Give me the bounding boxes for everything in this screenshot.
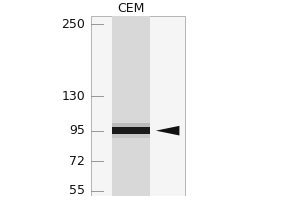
Bar — [91, 16, 185, 196]
Bar — [112, 16, 150, 196]
Bar — [112, 127, 150, 134]
Text: 130: 130 — [61, 90, 85, 103]
Bar — [112, 123, 150, 127]
Text: 55: 55 — [69, 184, 85, 197]
Text: 250: 250 — [61, 18, 85, 31]
Text: 72: 72 — [69, 155, 85, 168]
Text: 95: 95 — [69, 124, 85, 137]
Polygon shape — [156, 126, 179, 135]
Bar — [112, 134, 150, 138]
Text: CEM: CEM — [117, 2, 145, 15]
